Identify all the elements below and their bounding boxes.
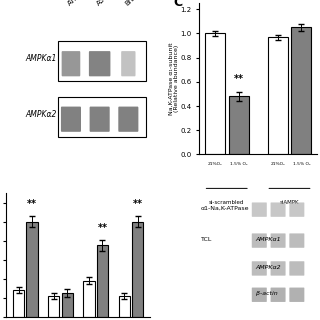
- Bar: [48, 296, 60, 317]
- Bar: [61, 293, 73, 317]
- Text: AMPKα2: AMPKα2: [25, 110, 57, 119]
- Text: siAMPK: siAMPK: [280, 201, 299, 205]
- FancyBboxPatch shape: [61, 107, 81, 132]
- FancyBboxPatch shape: [90, 107, 110, 132]
- Bar: [26, 221, 37, 317]
- Bar: [268, 37, 288, 155]
- Text: α1-Na,K-ATPase: α1-Na,K-ATPase: [201, 206, 249, 211]
- Bar: [13, 290, 24, 317]
- Text: **: **: [98, 223, 108, 233]
- Bar: [132, 221, 143, 317]
- Text: ATll: ATll: [67, 0, 80, 7]
- Bar: [58, 97, 146, 137]
- Bar: [84, 281, 95, 317]
- Text: AMPKα2: AMPKα2: [256, 265, 281, 270]
- Text: AMPKα1: AMPKα1: [25, 54, 57, 63]
- FancyBboxPatch shape: [252, 288, 267, 302]
- FancyBboxPatch shape: [289, 203, 304, 217]
- FancyBboxPatch shape: [62, 51, 80, 76]
- FancyBboxPatch shape: [252, 203, 267, 217]
- Text: Brain: Brain: [124, 0, 142, 7]
- Text: 21%O₂: 21%O₂: [207, 162, 222, 166]
- Text: 21%O₂: 21%O₂: [270, 162, 285, 166]
- Text: A549-LKB1: A549-LKB1: [96, 0, 128, 7]
- FancyBboxPatch shape: [118, 107, 138, 132]
- FancyBboxPatch shape: [121, 51, 135, 76]
- Y-axis label: Na,K-ATPase α₁-subunit
(Relative abundance): Na,K-ATPase α₁-subunit (Relative abundan…: [168, 43, 179, 115]
- FancyBboxPatch shape: [89, 51, 110, 76]
- FancyBboxPatch shape: [270, 233, 285, 248]
- FancyBboxPatch shape: [289, 288, 304, 302]
- FancyBboxPatch shape: [270, 203, 285, 217]
- Text: **: **: [27, 199, 37, 209]
- Text: **: **: [133, 199, 143, 209]
- Text: si-scrambled: si-scrambled: [209, 201, 244, 205]
- Text: C: C: [173, 0, 183, 9]
- FancyBboxPatch shape: [252, 261, 267, 276]
- Text: **: **: [234, 74, 244, 84]
- FancyBboxPatch shape: [289, 233, 304, 248]
- FancyBboxPatch shape: [270, 288, 285, 302]
- Text: AMPKα1: AMPKα1: [256, 237, 281, 242]
- Text: 1.5% O₂: 1.5% O₂: [292, 162, 310, 166]
- Bar: [97, 245, 108, 317]
- Bar: [58, 41, 146, 81]
- Bar: [205, 34, 225, 155]
- Bar: [228, 96, 249, 155]
- Text: β-actin: β-actin: [256, 291, 277, 296]
- FancyBboxPatch shape: [270, 261, 285, 276]
- Bar: [292, 28, 311, 155]
- FancyBboxPatch shape: [252, 233, 267, 248]
- Text: TCL: TCL: [201, 237, 212, 242]
- Bar: [119, 296, 130, 317]
- Text: 1.5% O₂: 1.5% O₂: [230, 162, 247, 166]
- FancyBboxPatch shape: [289, 261, 304, 276]
